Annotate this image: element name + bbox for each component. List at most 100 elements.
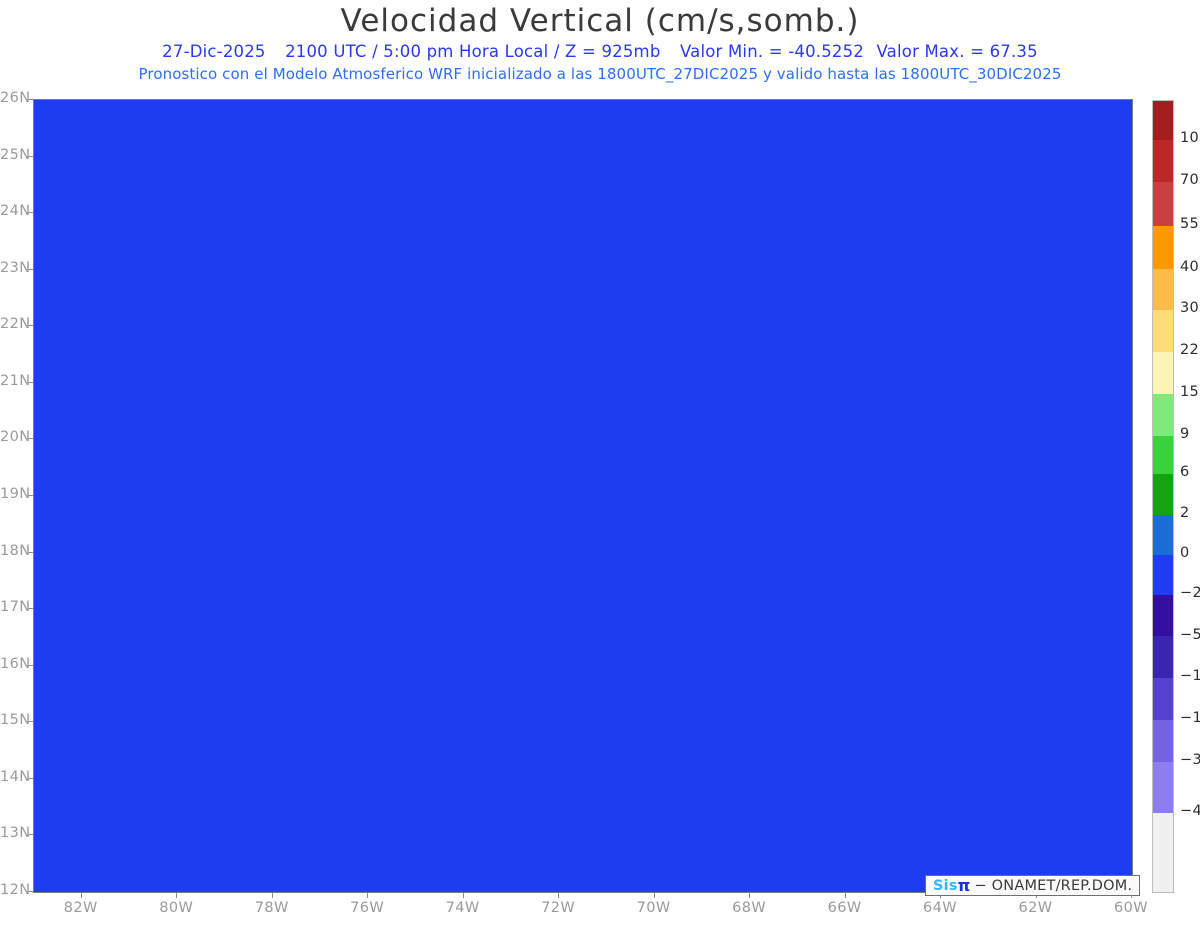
y-axis-label: 13N (0, 825, 31, 842)
y-axis-tick (28, 268, 33, 270)
forecast-info-line: 27-Dic-2025 2100 UTC / 5:00 pm Hora Loca… (0, 41, 1200, 63)
y-axis-label: 19N (0, 486, 31, 502)
colorbar (1152, 100, 1174, 893)
x-axis-label: 64W (923, 900, 958, 916)
y-axis-tick (28, 212, 33, 214)
y-axis-label: 21N (0, 372, 31, 389)
colorbar-tick-label: −2 (1180, 585, 1200, 602)
colorbar-band (1153, 394, 1173, 437)
colorbar-band (1153, 182, 1173, 226)
y-axis-tick (28, 325, 33, 327)
x-axis-tick (80, 893, 82, 898)
y-axis-label: 16N (0, 655, 31, 672)
colorbar-tick-label: 40 (1180, 258, 1200, 275)
y-axis-tick (28, 777, 33, 779)
x-axis-tick (844, 893, 846, 898)
colorbar-band (1153, 720, 1173, 763)
forecast-time-level: 2100 UTC / 5:00 pm Hora Local / Z = 925m… (285, 42, 661, 61)
y-axis-tick (28, 438, 33, 440)
y-axis-tick (28, 664, 33, 666)
x-axis-label: 62W (1018, 900, 1053, 916)
colorbar-tick-label: 15 (1180, 384, 1200, 401)
y-axis-label: 22N (0, 316, 31, 333)
colorbar-tick-label: 2 (1180, 504, 1190, 521)
onamet-watermark: Sis π − ONAMET/REP.DOM. (925, 875, 1141, 896)
x-axis-tick (176, 893, 178, 898)
colorbar-band (1153, 309, 1173, 352)
x-axis-label: 72W (541, 900, 576, 916)
colorbar-band (1153, 636, 1173, 679)
colorbar-tick-label: −5 (1180, 626, 1200, 643)
colorbar-band (1153, 225, 1173, 269)
colorbar-band (1153, 139, 1173, 183)
x-axis-label: 60W (1114, 900, 1148, 916)
x-axis-label: 66W (827, 900, 862, 916)
x-axis-label: 74W (445, 900, 480, 916)
map-shading-canvas (34, 100, 1132, 892)
y-axis-tick (28, 99, 33, 100)
colorbar-tick-label: 70 (1180, 172, 1200, 189)
logo-sis-text: Sis (933, 877, 958, 894)
y-axis-tick (28, 155, 33, 157)
colorbar-tick-label: −30 (1180, 752, 1200, 769)
y-axis-label: 25N (0, 146, 31, 163)
y-axis-tick (28, 834, 33, 836)
colorbar-band (1153, 436, 1173, 475)
colorbar-tick-label: 6 (1180, 464, 1190, 481)
forecast-map[interactable] (33, 99, 1133, 893)
y-axis-tick (28, 608, 33, 610)
x-axis-tick (749, 893, 751, 898)
y-axis-tick (28, 495, 33, 496)
x-axis-label: 78W (254, 900, 289, 916)
colorbar-band (1153, 812, 1173, 892)
x-axis-tick (462, 893, 464, 898)
x-axis-label: 76W (350, 900, 385, 916)
logo-pi-icon: π (957, 876, 971, 895)
y-axis-tick (28, 721, 33, 723)
x-axis-label: 80W (159, 900, 194, 916)
colorbar-band (1153, 762, 1173, 813)
colorbar-band (1153, 514, 1173, 555)
y-axis-label: 14N (0, 768, 31, 785)
y-axis-label: 26N (0, 90, 31, 106)
colorbar-band (1153, 678, 1173, 721)
colorbar-tick-label: −45 (1180, 802, 1200, 819)
value-max: Valor Max. = 67.35 (876, 42, 1038, 61)
value-min: Valor Min. = -40.5252 (679, 42, 865, 61)
x-axis-label: 82W (63, 900, 98, 916)
x-axis-tick (653, 893, 655, 898)
colorbar-band (1153, 351, 1173, 395)
x-axis-label: 70W (636, 900, 671, 916)
y-axis-tick (28, 381, 33, 383)
colorbar-band (1153, 595, 1173, 637)
y-axis-label: 20N (0, 429, 31, 446)
logo-agency-text: − ONAMET/REP.DOM. (974, 877, 1133, 894)
x-axis-tick (367, 893, 369, 898)
y-axis-label: 12N (0, 882, 31, 898)
y-axis-label: 15N (0, 712, 31, 729)
forecast-date: 27-Dic-2025 (162, 42, 266, 61)
x-axis-tick (558, 893, 560, 898)
y-axis-label: 18N (0, 542, 31, 559)
model-init-line: Pronostico con el Modelo Atmosferico WRF… (138, 65, 1062, 83)
colorbar-band (1153, 474, 1173, 515)
colorbar-tick-label: 55 (1180, 215, 1200, 232)
colorbar-tick-label: −18 (1180, 710, 1200, 727)
colorbar-tick-label: 22 (1180, 341, 1200, 358)
page-title: Velocidad Vertical (cm/s,somb.) (340, 3, 860, 39)
y-axis-label: 17N (0, 599, 31, 616)
colorbar-tick-label: −10 (1180, 668, 1200, 685)
colorbar-band (1153, 101, 1173, 140)
y-axis-label: 24N (0, 203, 31, 220)
x-axis-tick (271, 893, 273, 898)
y-axis-label: 23N (0, 259, 31, 276)
colorbar-tick-label: 9 (1180, 426, 1190, 443)
colorbar-tick-label: 0 (1180, 545, 1190, 562)
colorbar-tick-label: 30 (1180, 299, 1200, 316)
colorbar-band (1153, 268, 1173, 310)
x-axis-label: 68W (732, 900, 767, 916)
y-axis-tick (28, 891, 33, 892)
colorbar-band (1153, 554, 1173, 596)
colorbar-tick-label: 100 (1180, 129, 1200, 146)
y-axis-tick (28, 551, 33, 553)
